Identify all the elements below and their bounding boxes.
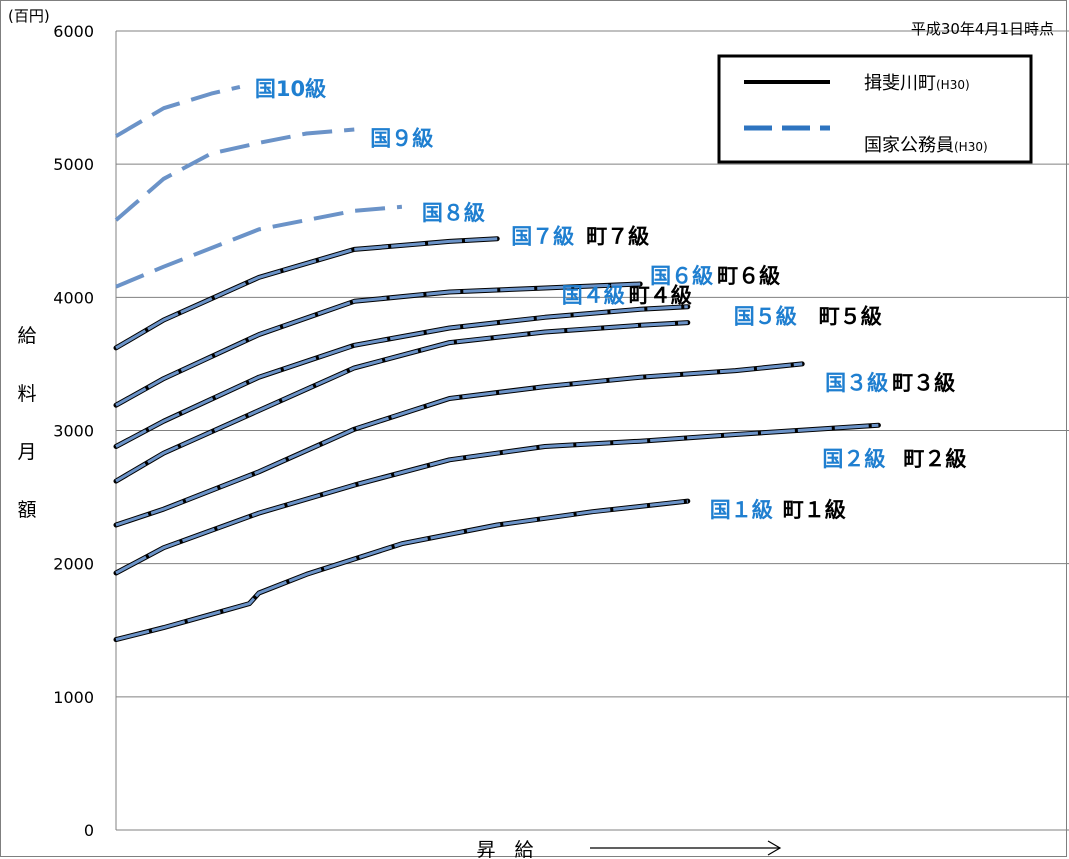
kuni-label-grade-4: 国４級 (562, 284, 625, 308)
series-label-grade-5: 国５級 町５級 (734, 305, 882, 329)
kuni-label-grade-10: 国10級 (255, 77, 326, 101)
town-line-grade-1 (113, 498, 691, 643)
series-layer (113, 84, 881, 643)
series-label-grade-1: 国１級 町１級 (710, 498, 846, 522)
legend-entry-town: 揖斐川町(H30) (864, 73, 970, 94)
legend-kuni-suffix: (H30) (954, 140, 988, 154)
series-label-grade-6: 国６級 町６級 (650, 264, 780, 288)
series-label-grade-9: 国９級 (370, 127, 433, 151)
series-label-grade-4: 国４級 町４級 (562, 284, 692, 308)
town-label-grade-6: 町６級 (717, 264, 780, 288)
series-label-grade-7: 国７級 町７級 (511, 225, 649, 249)
town-label-grade-5: 町５級 (819, 305, 882, 329)
y-axis-label-char: 給 (17, 325, 36, 347)
legend-box (717, 54, 1033, 164)
y-tick-label: 4000 (53, 288, 94, 307)
series-label-grade-2: 国２級 町２級 (822, 447, 966, 471)
date-note: 平成30年4月1日時点 (911, 20, 1054, 38)
kuni-line-grade-2 (115, 423, 879, 575)
series-label-grade-10: 国10級 (255, 77, 326, 101)
kuni-line-grade-9 (114, 127, 355, 222)
y-tick-label: 5000 (53, 155, 94, 174)
kuni-line-grade-4 (115, 321, 688, 483)
x-axis-arrow (590, 840, 782, 856)
legend: 揖斐川町(H30) 国家公務員(H30) (717, 54, 1033, 164)
legend-town-label: 揖斐川町 (864, 73, 936, 94)
unit-label: (百円) (8, 7, 50, 25)
y-tick-label: 3000 (53, 422, 94, 441)
series-labels: 国１級 町１級国２級 町２級国３級 町３級国４級 町４級国５級 町５級国６級 町６級国７級町… (255, 77, 967, 522)
kuni-label-grade-2: 国２級 (822, 447, 885, 471)
kuni-line-grade-1 (115, 499, 688, 642)
x-axis-label: 昇 給 (476, 839, 533, 859)
town-line-grade-3 (113, 361, 805, 528)
kuni-label-grade-1: 国１級 (710, 498, 773, 522)
kuni-line-grade-8 (115, 204, 403, 289)
y-axis-label-char: 月 (17, 441, 36, 463)
legend-entry-kuni: 国家公務員(H30) (864, 135, 988, 156)
kuni-label-grade-7: 国７級 (511, 225, 574, 249)
kuni-label-grade-9: 国９級 (370, 127, 433, 151)
y-axis-label-char: 料 (17, 383, 36, 405)
town-label-grade-7: 町７級 (586, 225, 649, 249)
y-tick-label: 1000 (53, 688, 94, 707)
kuni-line-grade-3 (115, 362, 803, 527)
y-tick-label: 2000 (53, 555, 94, 574)
kuni-line-grade-6 (115, 282, 641, 407)
y-tick-label: 6000 (53, 22, 94, 41)
legend-town-suffix: (H30) (936, 78, 970, 92)
town-label-grade-2: 町２級 (903, 447, 966, 471)
legend-kuni-label: 国家公務員 (864, 135, 954, 156)
kuni-label-grade-8: 国８級 (422, 201, 485, 225)
y-tick-label: 0 (84, 821, 94, 840)
kuni-label-grade-3: 国３級 (825, 371, 888, 395)
town-label-grade-3: 町３級 (892, 371, 955, 395)
town-label-grade-4: 町４級 (629, 284, 692, 308)
kuni-line-grade-10 (114, 84, 241, 138)
series-label-grade-3: 国３級 町３級 (825, 371, 955, 395)
series-label-grade-8: 国８級 (422, 201, 485, 225)
kuni-line-grade-5 (115, 305, 688, 448)
kuni-line-grade-7 (115, 237, 498, 350)
kuni-label-grade-6: 国６級 (650, 264, 713, 288)
kuni-label-grade-5: 国５級 (734, 305, 797, 329)
gridlines (116, 30, 1069, 698)
y-tick-labels: 0 1000 2000 3000 4000 5000 6000 (53, 22, 94, 840)
y-axis-label-char: 額 (17, 499, 36, 521)
town-label-grade-1: 町１級 (783, 498, 846, 522)
